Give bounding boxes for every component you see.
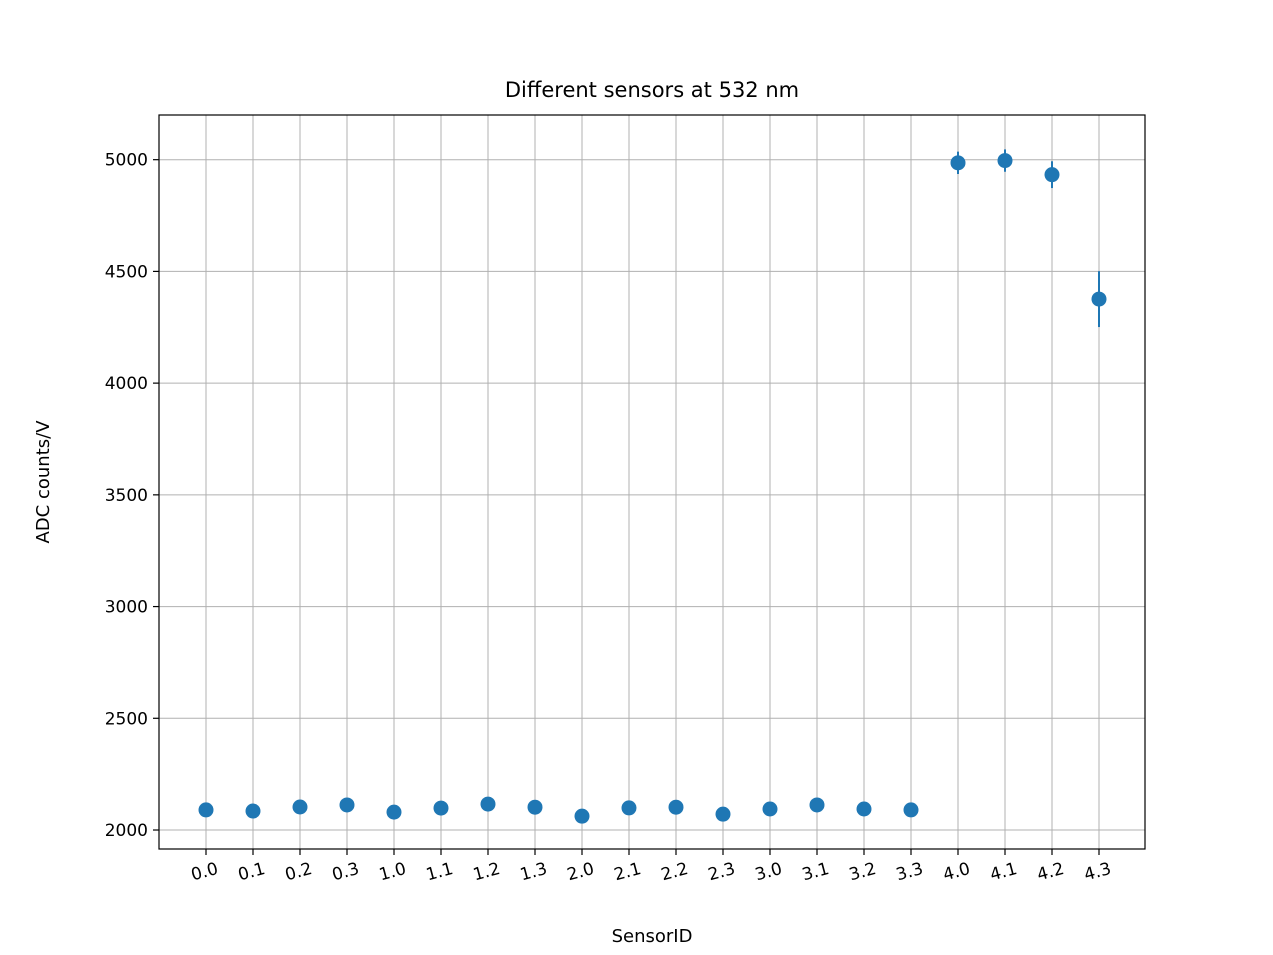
y-tick-label: 3500 — [105, 486, 148, 506]
y-tick-label: 4000 — [105, 374, 148, 394]
x-tick-label: 0.0 — [189, 859, 220, 885]
data-point — [198, 802, 214, 818]
y-axis-label: ADC counts/V — [33, 420, 54, 544]
grid — [159, 115, 1145, 849]
data-point — [527, 799, 543, 815]
data-point — [480, 796, 496, 812]
data-point — [715, 806, 731, 822]
data-point — [386, 804, 402, 820]
data-point — [997, 153, 1013, 169]
x-tick-label: 4.0 — [941, 859, 972, 885]
y-tick-label: 2500 — [105, 709, 148, 729]
data-point — [245, 803, 261, 819]
y-tick-label: 3000 — [105, 598, 148, 618]
data-point — [668, 799, 684, 815]
x-tick-label: 0.3 — [330, 859, 361, 885]
chart-title: Different sensors at 532 nm — [505, 78, 799, 102]
x-tick-label: 2.3 — [706, 859, 737, 885]
data-point — [903, 802, 919, 818]
data-point — [433, 800, 449, 816]
data-point — [574, 808, 590, 824]
x-tick-label: 1.2 — [471, 859, 502, 885]
data-point — [339, 797, 355, 813]
x-tick-label: 4.1 — [988, 859, 1019, 885]
y-axis: 2000 2500 3000 3500 4000 4500 5000 — [105, 151, 159, 841]
data-point — [1091, 291, 1107, 307]
x-tick-label: 0.2 — [283, 859, 314, 885]
x-tick-label: 3.0 — [753, 859, 784, 885]
y-tick-label: 2000 — [105, 821, 148, 841]
data-points — [198, 153, 1107, 824]
x-tick-label: 4.2 — [1035, 859, 1066, 885]
x-axis: 0.0 0.1 0.2 0.3 1.0 1.1 1.2 1.3 2.0 2.1 2.2 2.3 3.0 3… — [189, 849, 1113, 885]
plot-area — [158, 114, 1146, 850]
x-tick-label: 2.2 — [659, 859, 690, 885]
y-tick-label: 4500 — [105, 262, 148, 282]
error-bars — [205, 149, 1100, 821]
data-point — [292, 799, 308, 815]
y-tick-label: 5000 — [105, 151, 148, 171]
x-tick-label: 1.3 — [518, 859, 549, 885]
data-point — [621, 800, 637, 816]
data-point — [762, 801, 778, 817]
x-tick-label: 4.3 — [1082, 859, 1113, 885]
data-point — [809, 797, 825, 813]
x-tick-label: 2.0 — [565, 859, 596, 885]
x-tick-label: 3.2 — [847, 859, 878, 885]
data-point — [1044, 167, 1060, 183]
x-tick-label: 3.1 — [800, 859, 831, 885]
x-tick-label: 1.0 — [377, 859, 408, 885]
x-tick-label: 1.1 — [424, 859, 455, 885]
data-point — [856, 801, 872, 817]
data-point — [950, 155, 966, 171]
x-tick-label: 0.1 — [236, 859, 267, 885]
x-axis-label: SensorID — [612, 926, 693, 947]
x-tick-label: 2.1 — [612, 859, 643, 885]
x-tick-label: 3.3 — [894, 859, 925, 885]
